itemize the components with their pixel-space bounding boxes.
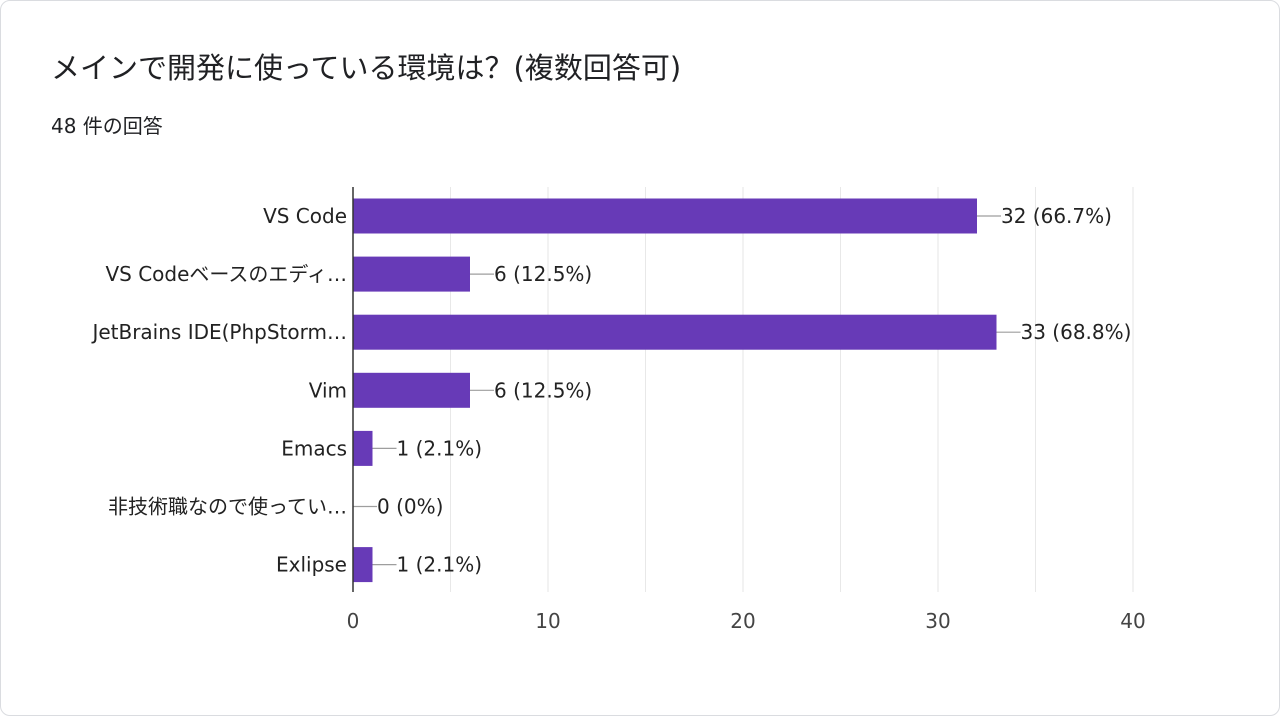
bar <box>353 547 373 583</box>
response-count: 48 件の回答 <box>51 114 163 138</box>
category-label: 非技術職なので使ってい… <box>108 495 347 519</box>
x-tick-label: 30 <box>925 609 950 633</box>
x-tick-label: 40 <box>1120 609 1145 633</box>
bar <box>353 430 373 466</box>
data-label: 6 (12.5%) <box>494 262 592 286</box>
chart-title: メインで開発に使っている環境は？(複数回答可) <box>51 51 682 85</box>
data-label: 1 (2.1%) <box>397 553 483 577</box>
data-label: 33 (68.8%) <box>1021 320 1132 344</box>
category-label: VS Code <box>263 204 347 228</box>
x-tick-label: 20 <box>730 609 755 633</box>
data-label: 6 (12.5%) <box>494 378 592 402</box>
category-label: Vim <box>309 378 347 402</box>
bar <box>353 256 470 292</box>
data-label: 1 (2.1%) <box>397 436 483 460</box>
category-label: VS Codeベースのエディ… <box>105 262 347 286</box>
data-label: 0 (0%) <box>377 495 443 519</box>
category-label: JetBrains IDE(PhpStorm… <box>90 320 347 344</box>
category-label: Emacs <box>281 436 347 460</box>
bar <box>353 314 997 350</box>
category-label: Exlipse <box>276 553 347 577</box>
x-tick-label: 10 <box>535 609 560 633</box>
x-tick-label: 0 <box>347 609 360 633</box>
data-label: 32 (66.7%) <box>1001 204 1112 228</box>
bar <box>353 372 470 408</box>
bar <box>353 198 977 234</box>
